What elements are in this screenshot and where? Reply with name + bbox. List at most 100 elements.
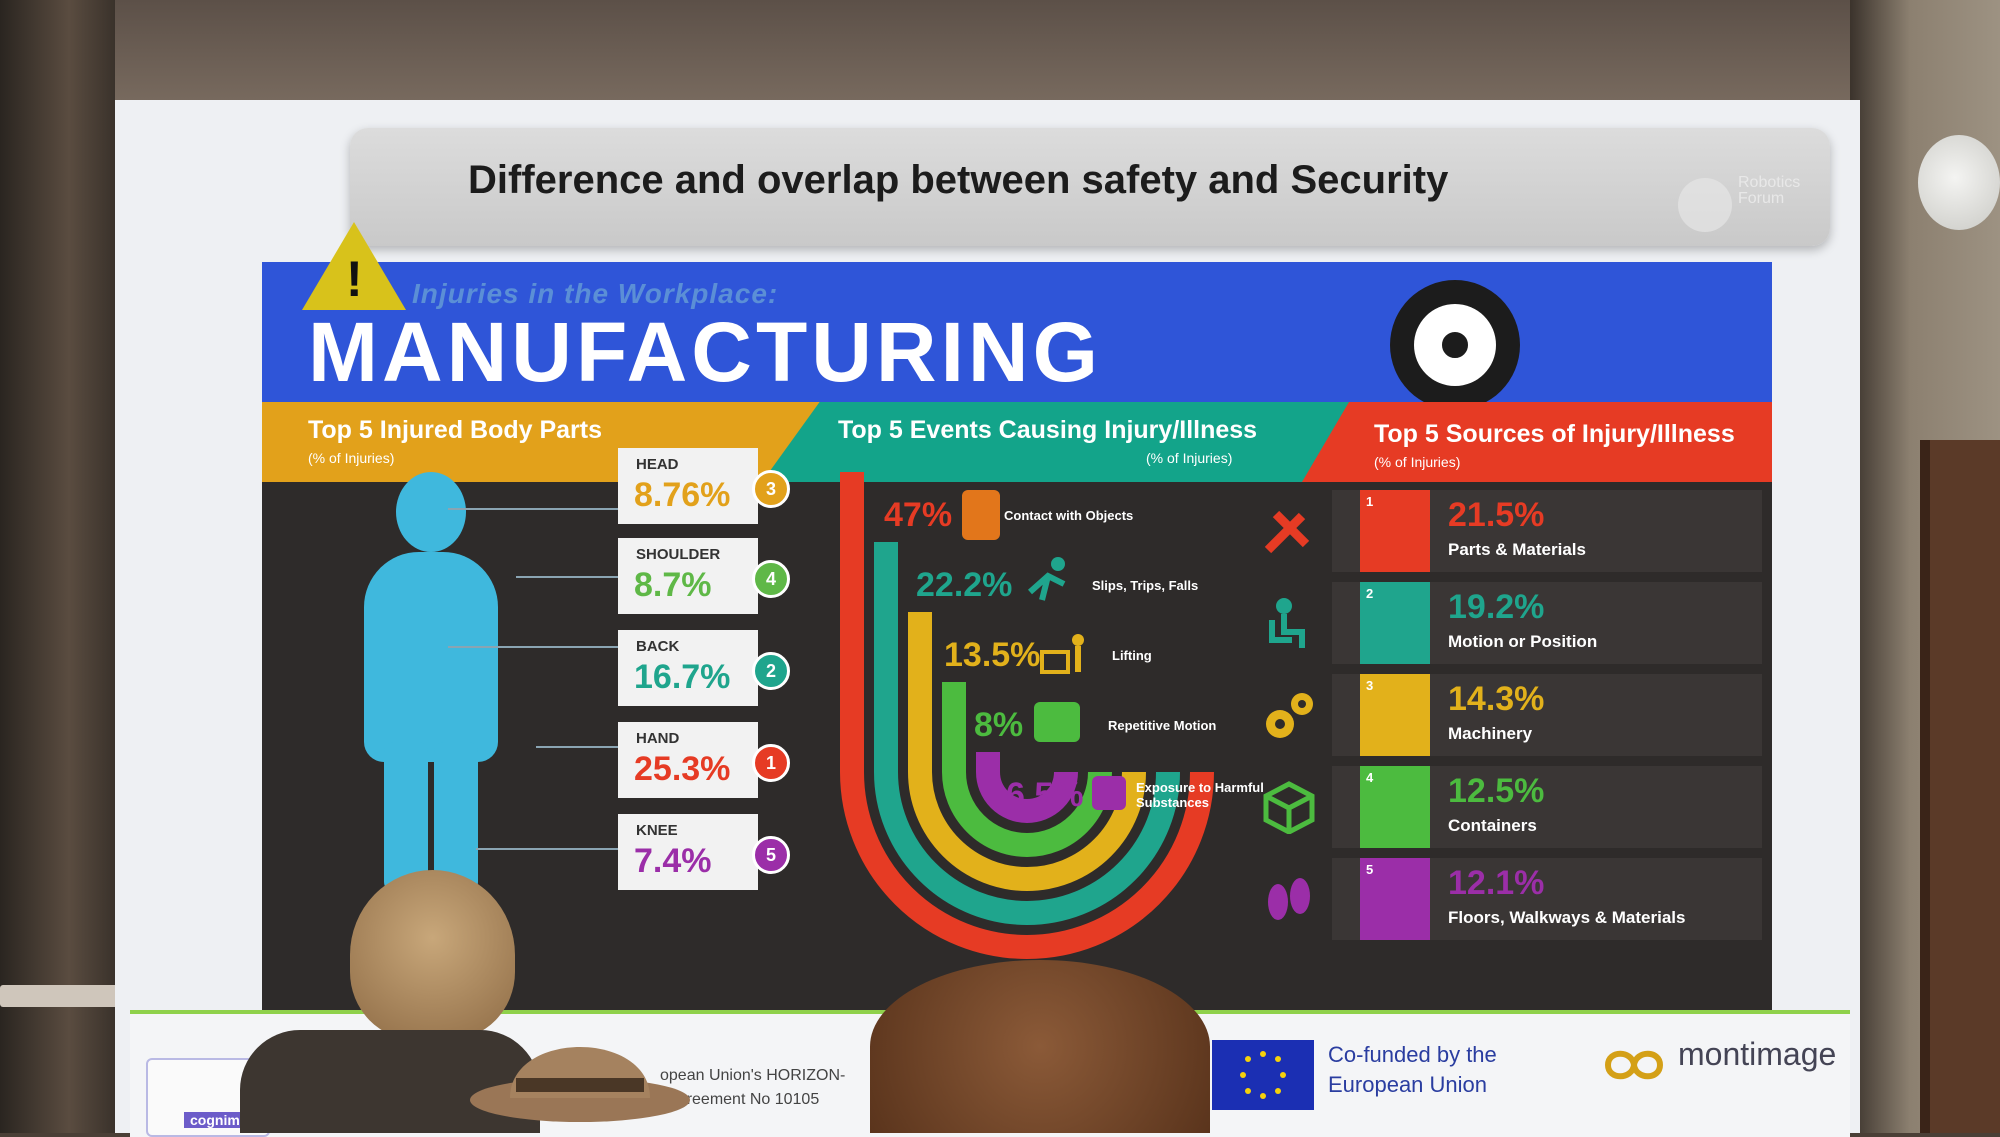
audience-hair: [870, 960, 1210, 1133]
section-body-parts-sub: (% of Injuries): [308, 450, 395, 466]
event-label: Repetitive Motion: [1108, 718, 1217, 733]
source-row: 4 12.5% Containers: [1263, 766, 1762, 848]
event-label: Slips, Trips, Falls: [1092, 578, 1199, 593]
section-events-header: Top 5 Events Causing Injury/Illness (% o…: [762, 402, 1402, 482]
source-label: Containers: [1448, 816, 1537, 835]
event-label: Contact with Objects: [1004, 508, 1134, 523]
event-arc-5: [976, 752, 1078, 823]
event-label: Lifting: [1112, 648, 1152, 663]
body-torso: [364, 552, 498, 762]
source-row: 5 12.1% Floors, Walkways & Materials: [1268, 858, 1762, 940]
seated-person-icon: [1262, 596, 1316, 650]
warning-triangle-icon: [302, 222, 406, 310]
section-events-title: Top 5 Events Causing Injury/Illness: [838, 416, 1258, 444]
eu-cofunded-text: Co-funded by the European Union: [1328, 1042, 1497, 1097]
event-arc-3: [908, 612, 1146, 891]
event-value: 8%: [974, 706, 1024, 744]
events-arc-chart: [840, 472, 1214, 959]
event-arc-4: [942, 682, 1112, 857]
title-bar: [350, 128, 1830, 246]
slide-title: Difference and overlap between safety an…: [468, 158, 1449, 202]
event-label: Exposure to Harmful Substances: [1136, 780, 1264, 810]
tools-icon: [1262, 504, 1316, 558]
robotics-forum-logo: Robotics Forum: [1738, 174, 1801, 207]
hand-holding-object-icon: [962, 490, 1000, 540]
source-label: Motion or Position: [1448, 632, 1598, 651]
warning-exclamation-icon: !: [346, 251, 363, 307]
source-bar: 5: [1360, 858, 1430, 940]
ceiling-sensor: [1918, 135, 2000, 230]
source-row: 3 14.3% Machinery: [1266, 674, 1762, 756]
source-bar: 1: [1360, 490, 1430, 572]
infographic-subtitle: Injuries in the Workplace:: [412, 278, 779, 309]
slip-fall-icon: [1020, 556, 1076, 602]
infographic-banner: [262, 262, 1772, 402]
source-value: 12.5%: [1448, 772, 1545, 810]
rank-badge: 1: [752, 744, 790, 782]
source-bar: 4: [1360, 766, 1430, 848]
room-left-wall: [0, 0, 115, 1133]
door: [1920, 440, 2000, 1133]
room-ceiling: [0, 0, 2000, 110]
eu-flag-icon: [1212, 1040, 1314, 1110]
audience-shoulders: [240, 1030, 540, 1133]
event-arc-2: [874, 542, 1180, 925]
montimage-brand: montimage: [1678, 1036, 1837, 1072]
source-value: 12.1%: [1448, 864, 1545, 902]
lifting-icon: [1040, 632, 1090, 674]
rank-badge: 2: [752, 652, 790, 690]
leader-line-hand: [536, 746, 618, 748]
footprints-icon: [1262, 872, 1316, 926]
body-left-leg: [384, 742, 428, 892]
gear-icon-hole: [1436, 326, 1474, 364]
source-label: Machinery: [1448, 724, 1533, 743]
rank-badge: 5: [752, 836, 790, 874]
section-sources-sub: (% of Injuries): [1374, 454, 1461, 470]
event-arc-1: [840, 472, 1214, 959]
source-value: 14.3%: [1448, 680, 1545, 718]
source-value: 21.5%: [1448, 496, 1545, 534]
source-row: 1 21.5% Parts & Materials: [1264, 490, 1762, 572]
gears-icon: [1262, 688, 1316, 742]
event-value: 6.5%: [1006, 776, 1084, 814]
section-sources-header: Top 5 Sources of Injury/Illness (% of In…: [1302, 402, 1772, 482]
body-part-card: BACK 16.7% 2: [618, 630, 790, 706]
audience-hat: [470, 1000, 690, 1133]
repetitive-motion-icon: [1034, 702, 1080, 742]
leader-line-shoulder: [516, 576, 618, 578]
source-bar: 3: [1360, 674, 1430, 756]
montimage-infinity-icon: [1598, 1048, 1670, 1082]
body-part-card: SHOULDER 8.7% 4: [618, 538, 790, 614]
manufacturing-infographic: ! Injuries in the Workplace: MANUFACTURI…: [262, 222, 1772, 1012]
body-part-card: HEAD 8.76% 3: [618, 448, 790, 524]
event-value: 13.5%: [944, 636, 1041, 674]
event-value: 47%: [884, 496, 953, 534]
body-part-card: HAND 25.3% 1: [618, 722, 790, 798]
leader-line-back: [448, 646, 618, 648]
source-label: Parts & Materials: [1448, 540, 1586, 559]
body-right-leg: [434, 742, 478, 892]
horizon-funding-text: opean Union's HORIZON- t agreement No 10…: [660, 1067, 846, 1108]
rank-badge: 3: [752, 470, 790, 508]
harmful-substance-icon: [1092, 776, 1126, 810]
rank-badge: 4: [752, 560, 790, 598]
robotics-forum-logo-icon: [1678, 178, 1732, 232]
source-row: 2 19.2% Motion or Position: [1269, 582, 1762, 664]
section-events-sub: (% of Injuries): [1146, 450, 1233, 466]
container-box-icon: [1262, 780, 1316, 835]
body-head: [396, 472, 466, 552]
podium: [0, 985, 150, 1007]
section-body-parts-title: Top 5 Injured Body Parts: [308, 416, 603, 444]
infographic-headline: MANUFACTURING: [308, 305, 1102, 399]
cognimade-logo-text: cognim: [184, 1112, 246, 1128]
human-body-figure: [356, 472, 506, 892]
audience-head: [350, 870, 515, 1040]
source-value: 19.2%: [1448, 588, 1545, 626]
source-bar: 2: [1360, 582, 1430, 664]
body-part-card: KNEE 7.4% 5: [618, 814, 790, 890]
section-sources-title: Top 5 Sources of Injury/Illness: [1374, 420, 1735, 448]
event-value: 22.2%: [916, 566, 1013, 604]
leader-line-knee: [476, 848, 618, 850]
leader-line-head: [448, 508, 618, 510]
source-label: Floors, Walkways & Materials: [1448, 908, 1686, 927]
